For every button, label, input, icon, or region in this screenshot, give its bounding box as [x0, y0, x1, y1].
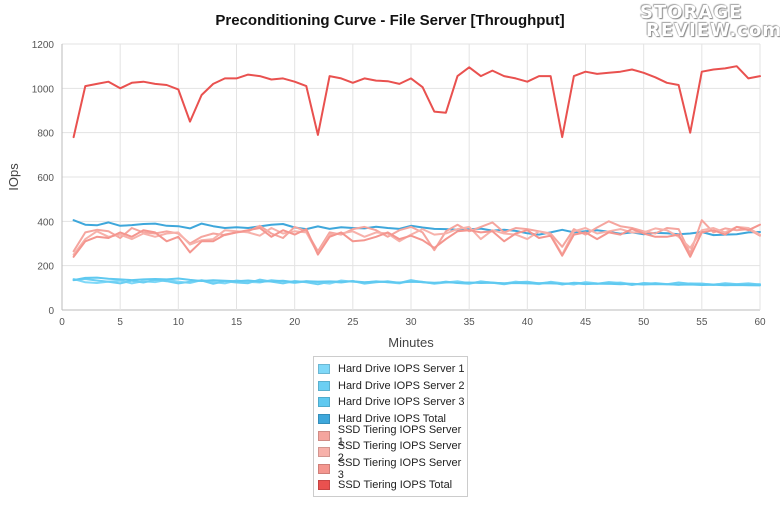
legend-item[interactable]: Hard Drive IOPS Total — [314, 411, 467, 428]
legend-swatch — [318, 447, 330, 458]
legend-label: SSD Tiering IOPS Total — [338, 479, 453, 492]
x-tick-label: 35 — [464, 317, 476, 328]
y-tick-label: 400 — [37, 217, 54, 228]
series-line-3 — [72, 276, 761, 287]
legend-label: Hard Drive IOPS Total — [338, 413, 447, 426]
x-tick-label: 55 — [696, 317, 708, 328]
x-tick-label: 15 — [231, 317, 243, 328]
y-tick-label: 600 — [37, 173, 54, 184]
y-tick-label: 1000 — [32, 84, 55, 95]
legend-swatch — [318, 414, 330, 425]
legend-swatch — [318, 397, 330, 408]
legend-label: SSD Tiering IOPS Server 3 — [337, 456, 462, 481]
storagereview-logo: STORAGE REVIEW.com — [640, 2, 780, 42]
series-line-7 — [72, 223, 761, 258]
legend-label: SSD Tiering IOPS Server 2 — [337, 440, 462, 465]
y-tick-label: 1200 — [32, 40, 55, 51]
legend-swatch — [318, 480, 330, 491]
legend-item[interactable]: SSD Tiering IOPS Server 1 — [314, 424, 467, 448]
x-tick-label: 40 — [522, 317, 534, 328]
legend-item[interactable]: Hard Drive IOPS Server 1 — [314, 361, 467, 378]
chart-title: Preconditioning Curve - File Server [Thr… — [215, 12, 565, 29]
legend-item[interactable]: Hard Drive IOPS Server 2 — [314, 378, 467, 395]
x-tick-label: 60 — [754, 317, 766, 328]
legend-item[interactable]: SSD Tiering IOPS Server 2 — [314, 440, 467, 464]
y-axis-label: IOps — [6, 163, 21, 191]
legend-label: Hard Drive IOPS Server 3 — [338, 396, 465, 409]
legend-item[interactable]: SSD Tiering IOPS Server 3 — [314, 457, 467, 481]
x-tick-label: 5 — [117, 317, 123, 328]
x-tick-label: 10 — [173, 317, 185, 328]
series-line-8 — [72, 65, 761, 139]
legend-label: SSD Tiering IOPS Server 1 — [337, 423, 462, 448]
legend-label: Hard Drive IOPS Server 2 — [338, 379, 465, 392]
x-axis-label: Minutes — [388, 335, 434, 350]
x-tick-label: 30 — [405, 317, 417, 328]
logo-line-2: REVIEW.com — [646, 20, 780, 41]
legend-swatch — [318, 380, 330, 391]
legend-label: Hard Drive IOPS Server 1 — [338, 363, 465, 376]
legend-swatch — [318, 364, 330, 375]
logo-line-1: STORAGE — [640, 2, 743, 23]
legend-item[interactable]: SSD Tiering IOPS Total — [314, 477, 467, 494]
x-tick-label: 25 — [347, 317, 359, 328]
x-tick-label: 0 — [59, 317, 65, 328]
y-tick-label: 0 — [48, 306, 54, 317]
legend-item[interactable]: Hard Drive IOPS Server 3 — [314, 394, 467, 411]
x-tick-label: 50 — [638, 317, 650, 328]
y-tick-label: 200 — [37, 262, 54, 273]
series-line-6 — [72, 225, 761, 256]
chart-legend: Hard Drive IOPS Server 1 Hard Drive IOPS … — [313, 356, 468, 497]
legend-swatch — [318, 430, 330, 441]
x-tick-label: 20 — [289, 317, 301, 328]
y-tick-label: 800 — [37, 129, 54, 140]
x-tick-label: 45 — [580, 317, 592, 328]
legend-swatch — [318, 463, 330, 474]
